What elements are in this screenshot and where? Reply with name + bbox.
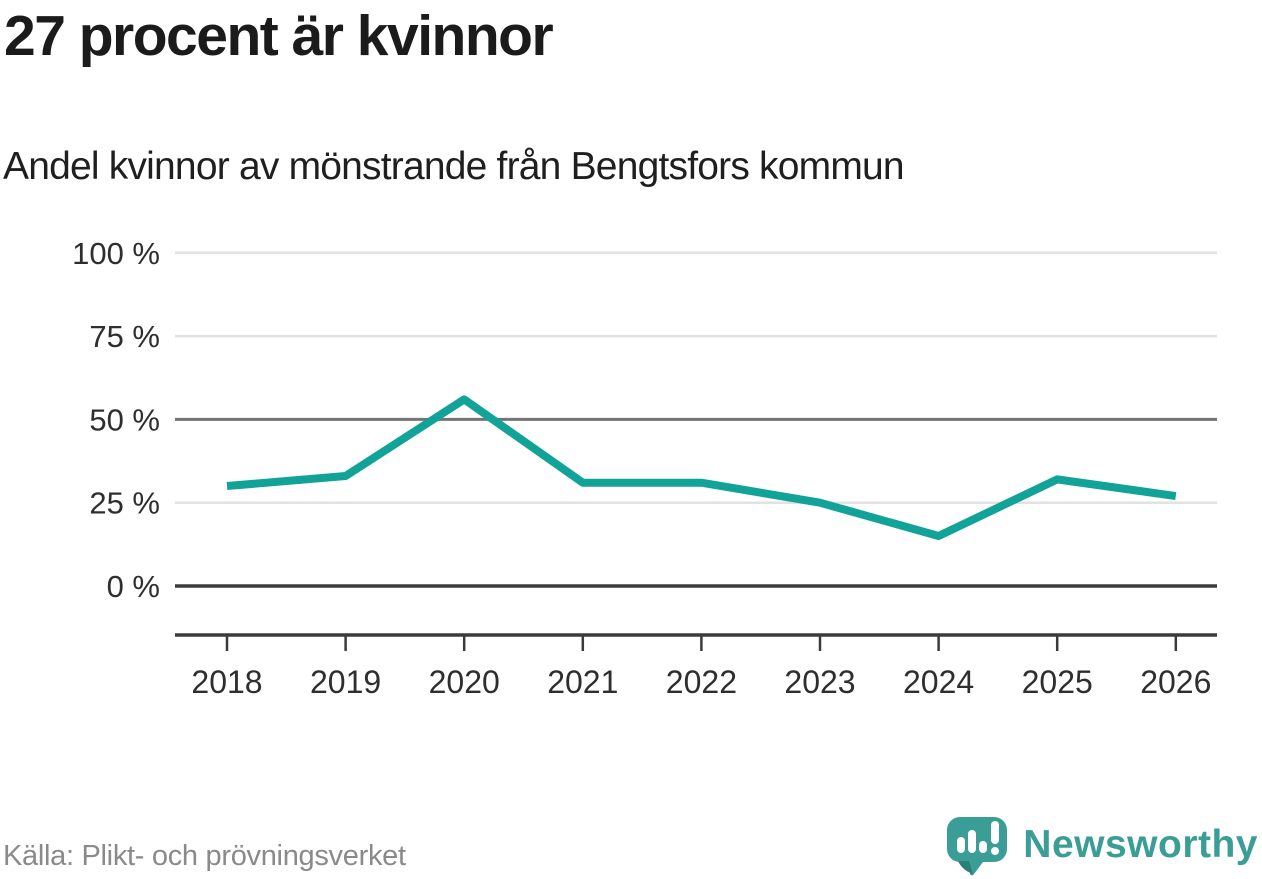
x-axis-label-2024: 2024 — [903, 664, 974, 700]
newsworthy-wordmark: Newsworthy — [1023, 823, 1258, 866]
logo-bar-2 — [968, 830, 977, 853]
newsworthy-logo: Newsworthy — [941, 812, 1258, 878]
x-axis-label-2021: 2021 — [547, 664, 618, 700]
y-axis-label-75: 75 % — [89, 319, 160, 354]
y-axis-label-50: 50 % — [89, 402, 160, 437]
x-axis-label-2023: 2023 — [784, 664, 855, 700]
data-series-line — [226, 395, 1177, 541]
newsworthy-speech-bubble-icon — [947, 817, 1008, 876]
x-axis-label-2022: 2022 — [666, 664, 737, 700]
speech-bubble-tail-shade — [958, 861, 974, 874]
y-axis-label-100: 100 % — [72, 236, 160, 271]
x-axis-label-2026: 2026 — [1140, 664, 1211, 700]
logo-bar-1 — [957, 837, 966, 853]
y-axis-label-25: 25 % — [89, 486, 160, 521]
logo-exclamation-dot — [991, 847, 1000, 855]
x-axis-label-2019: 2019 — [310, 664, 381, 700]
line-chart: 0 % 25 % 50 % 75 % 100 % 2018 2019 2020 2021 2022… — [72, 236, 1217, 700]
x-axis-label-2018: 2018 — [191, 664, 262, 700]
page-title: 27 procent är kvinnor — [4, 4, 554, 68]
y-axis-label-0: 0 % — [107, 569, 160, 604]
logo-bar-3 — [979, 841, 988, 853]
x-axis-label-2020: 2020 — [429, 664, 500, 700]
line-chart-area: 0 % 25 % 50 % 75 % 100 % 2018 2019 2020 2021 2022… — [0, 230, 1262, 710]
chart-subtitle: Andel kvinnor av mönstrande från Bengtsf… — [3, 145, 905, 188]
source-note: Källa: Plikt- och prövningsverket — [3, 840, 406, 872]
x-axis-label-2025: 2025 — [1022, 664, 1093, 700]
logo-exclamation-bar — [991, 821, 1000, 844]
